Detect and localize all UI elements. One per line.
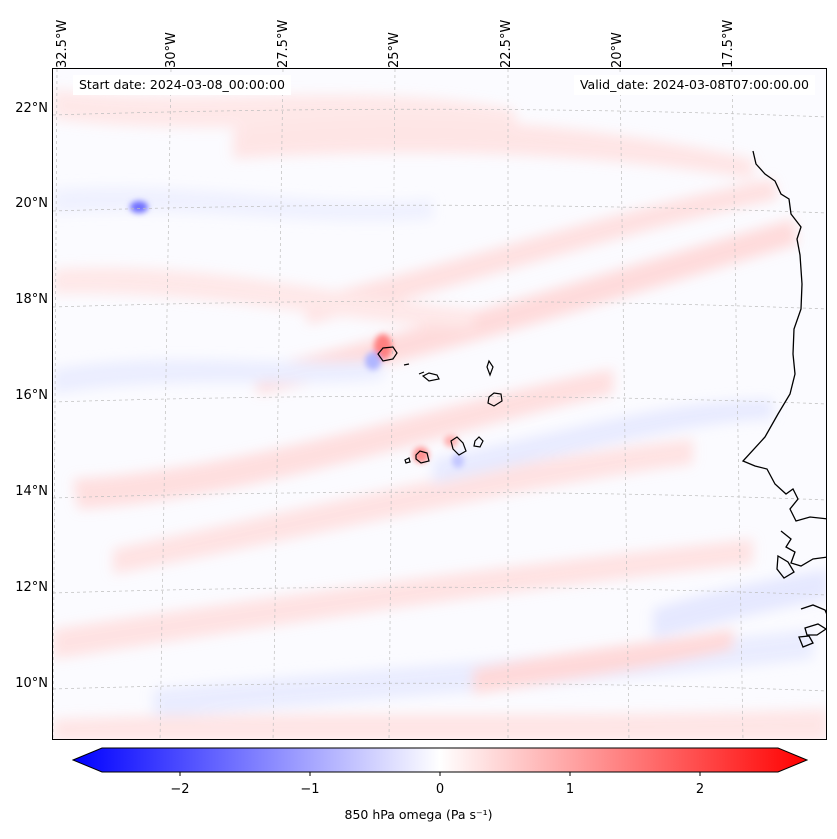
coastlines — [741, 150, 826, 648]
lon-tick-25: 25°W — [387, 32, 402, 68]
lon-tick-32-5: 32.5°W — [55, 19, 70, 68]
lon-tick-30: 30°W — [164, 32, 179, 68]
colorbar-label: 850 hPa omega (Pa s⁻¹) — [344, 807, 493, 822]
colorbar-tick-label: 0 — [435, 782, 445, 797]
colorbar-tick-label: 1 — [565, 782, 575, 797]
lat-tick-22: 22°N — [15, 101, 48, 116]
colorbar — [72, 747, 808, 776]
lat-tick-14: 14°N — [15, 484, 48, 499]
lat-tick-16: 16°N — [15, 388, 48, 403]
start-date-label: Start date: 2024-03-08_00:00:00 — [73, 75, 291, 95]
cape-verde-islands — [377, 346, 503, 464]
lat-tick-10: 10°N — [15, 676, 48, 691]
lat-tick-12: 12°N — [15, 580, 48, 595]
lat-tick-20: 20°N — [15, 196, 48, 211]
map-area — [52, 68, 827, 740]
lon-tick-22-5: 22.5°W — [499, 19, 514, 68]
omega-field-map — [53, 69, 826, 739]
colorbar-tickmarks — [179, 772, 701, 776]
lon-tick-17-5: 17.5°W — [721, 19, 736, 68]
colorbar-ramp — [72, 747, 808, 773]
valid-date-label: Valid_date: 2024-03-08T07:00:00.00 — [573, 75, 815, 95]
lat-tick-18: 18°N — [15, 292, 48, 307]
colorbar-tick-label: −2 — [170, 782, 190, 797]
lon-tick-20: 20°W — [610, 32, 625, 68]
colorbar-tick-label: 2 — [695, 782, 705, 797]
omega-field — [53, 89, 826, 739]
omega-extremes — [130, 201, 464, 468]
lon-tick-27-5: 27.5°W — [276, 19, 291, 68]
colorbar-tick-label: −1 — [300, 782, 320, 797]
gridlines — [53, 69, 826, 739]
africa-coastline — [741, 150, 826, 522]
